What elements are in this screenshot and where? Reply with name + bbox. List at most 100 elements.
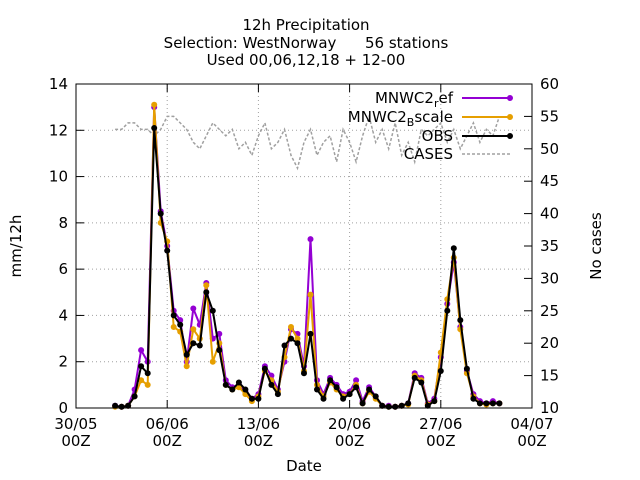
x-tick-label-date: 20/06 [328,415,371,433]
title-line-1: 12h Precipitation [242,16,369,34]
data-point-obs [131,393,138,400]
data-point-obs [235,379,242,386]
x-tick-label-hour: 00Z [335,432,364,450]
series-line-cases [115,113,501,171]
data-point-obs [196,342,203,349]
data-point-obs [261,365,268,372]
data-point-mnwc2-ref [190,305,197,312]
data-point-obs [483,400,490,407]
data-point-obs [144,370,151,377]
y-tick-label: 6 [58,260,68,278]
y2-tick-label: 45 [540,172,559,190]
legend-marker-mnwc2-bscale [507,114,513,120]
x-tick-label-hour: 00Z [517,432,546,450]
x-tick-label-hour: 00Z [426,432,455,450]
data-point-mnwc2-bscale [203,282,210,289]
data-point-obs [274,391,281,398]
legend-label-mnwc2-bscale: MNWC2Bscale [348,108,453,129]
data-point-obs [411,374,418,381]
x-axis-label: Date [286,457,322,475]
data-point-obs [470,395,477,402]
data-point-obs [138,363,145,370]
data-point-obs [125,402,132,409]
data-point-obs [476,400,483,407]
data-point-obs [457,317,464,324]
legend-marker-obs [507,133,513,139]
data-point-obs [320,395,327,402]
data-point-obs [248,395,255,402]
cases-series [115,113,501,171]
x-tick-label-date: 06/06 [146,415,189,433]
data-point-obs [157,210,164,217]
data-point-mnwc2-bscale [294,335,301,342]
data-point-mnwc2-bscale [183,363,190,370]
data-point-obs [372,393,379,400]
legend-label-mnwc2-ref: MNWC2ref [375,89,454,110]
chart-title: 12h Precipitation Selection: WestNorway … [164,16,449,69]
data-point-obs [450,245,457,252]
precip-series [112,101,503,410]
data-point-obs [398,402,405,409]
data-point-obs [118,403,125,410]
data-point-obs [346,391,353,398]
data-point-obs [301,370,307,377]
y-tick-label: 0 [58,399,68,417]
data-point-obs [405,400,412,407]
data-point-mnwc2-ref [307,236,314,243]
legend-label-obs: OBS [422,127,453,145]
data-point-obs [307,330,314,337]
data-point-obs [333,384,340,391]
data-point-obs [268,381,275,388]
data-point-obs [418,379,425,386]
legend-marker-mnwc2-ref [507,95,513,101]
data-point-obs [340,395,347,402]
data-point-obs [327,377,334,384]
y2-tick-label: 35 [540,237,559,255]
data-point-obs [170,312,177,319]
y2-tick-label: 10 [540,399,559,417]
y2-tick-label: 20 [540,334,559,352]
data-point-obs [190,340,197,347]
data-point-mnwc2-bscale [235,384,242,391]
data-point-mnwc2-bscale [288,324,294,330]
data-point-obs [463,365,470,372]
data-point-mnwc2-bscale [151,101,158,108]
data-point-obs [392,403,399,410]
x-tick-label-date: 04/07 [510,415,553,433]
title-line-3: Used 00,06,12,18 + 12-00 [207,51,406,69]
data-point-obs [281,342,288,349]
y2-tick-label: 30 [540,269,559,287]
data-point-obs [112,402,119,409]
data-point-obs [496,400,503,407]
title-line-2: Selection: WestNorway 56 stations [164,34,449,52]
data-point-obs [151,125,158,131]
y2-tick-label: 50 [540,140,559,158]
data-point-obs [294,340,301,347]
data-point-obs [424,402,431,409]
y-axis-label: mm/12h [7,215,25,278]
data-point-mnwc2-bscale [190,326,197,333]
y2-tick-label: 15 [540,367,559,385]
data-point-obs [177,321,184,328]
data-point-mnwc2-ref [353,377,360,384]
data-point-obs [203,289,210,296]
y-tick-label: 14 [49,75,68,93]
data-point-obs [437,368,444,374]
y-tick-label: 12 [49,121,68,139]
data-point-obs [359,400,366,407]
data-point-mnwc2-bscale [307,291,314,298]
data-point-obs [366,386,373,393]
data-point-mnwc2-bscale [170,324,177,330]
data-point-obs [489,400,496,407]
data-point-obs [385,403,392,410]
data-point-obs [379,402,386,409]
data-point-obs [444,307,451,314]
data-point-mnwc2-bscale [138,377,145,384]
data-point-mnwc2-bscale [209,358,216,365]
series-line-obs [114,127,500,408]
data-point-obs [222,381,229,388]
data-point-obs [353,384,360,391]
data-point-mnwc2-bscale [144,381,151,388]
